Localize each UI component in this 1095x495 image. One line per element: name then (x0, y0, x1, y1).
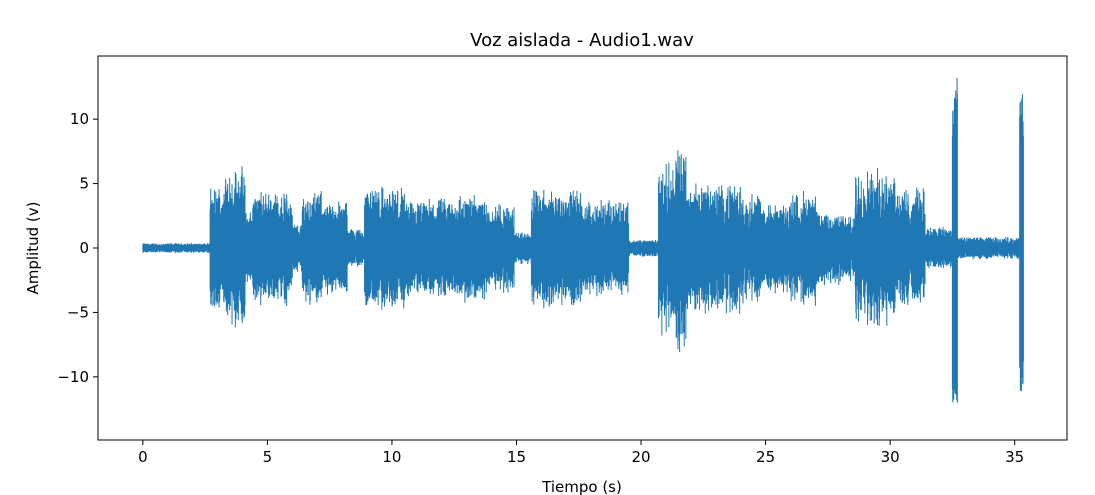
x-tick-label: 0 (138, 448, 148, 466)
y-tick-label: −5 (67, 303, 89, 321)
y-axis: −10 −5 0 5 10 (57, 110, 98, 386)
waveform-line (142, 77, 1024, 404)
x-tick-label: 25 (756, 448, 775, 466)
chart-title: Voz aislada - Audio1.wav (470, 30, 694, 51)
y-axis-label: Amplitud (v) (24, 202, 42, 295)
x-tick-label: 30 (881, 448, 900, 466)
x-tick-label: 35 (1005, 448, 1024, 466)
y-tick-label: 10 (70, 110, 89, 128)
x-tick-label: 5 (263, 448, 273, 466)
y-tick-label: −10 (57, 368, 89, 386)
x-tick-label: 20 (631, 448, 650, 466)
y-tick-label: 5 (79, 175, 89, 193)
waveform-series (142, 77, 1024, 404)
x-tick-label: 15 (507, 448, 526, 466)
x-tick-label: 10 (382, 448, 401, 466)
y-tick-label: 0 (79, 239, 89, 257)
x-axis-label: Tiempo (s) (541, 478, 622, 495)
x-axis: 0 5 10 15 20 25 30 35 (138, 440, 1024, 466)
